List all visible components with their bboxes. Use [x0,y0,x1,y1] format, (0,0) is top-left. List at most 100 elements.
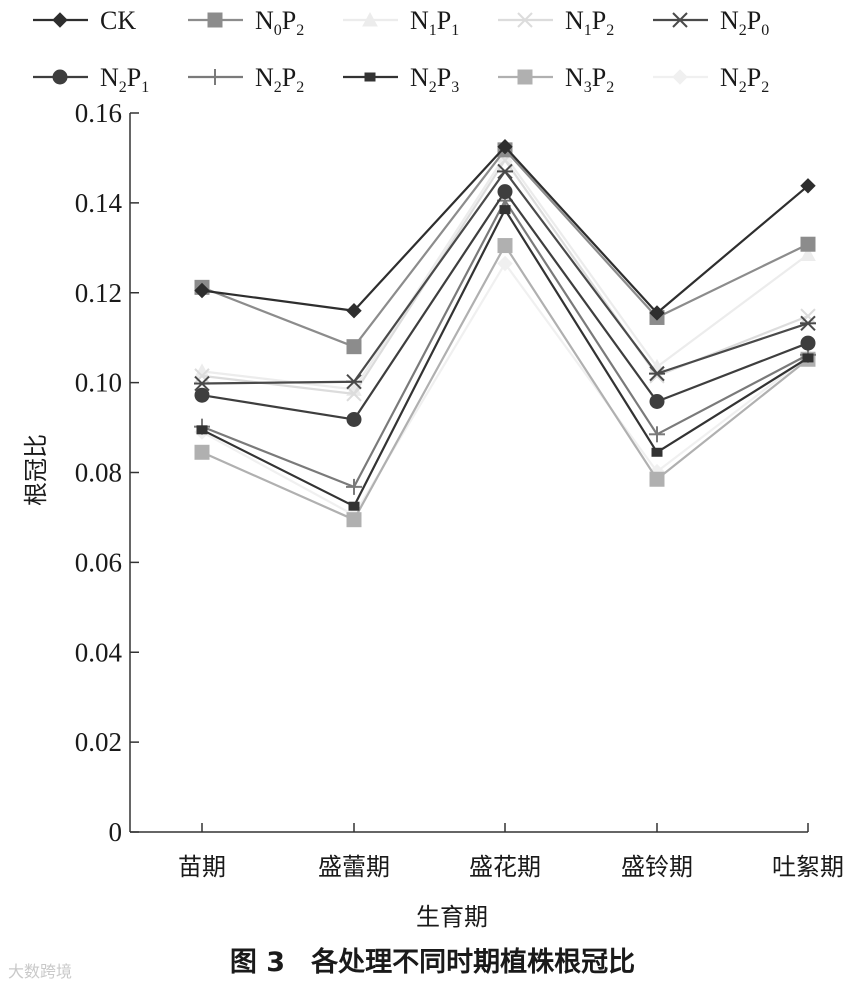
legend-label: CK [100,6,136,35]
y-tick-label: 0.06 [75,547,122,577]
data-point [497,238,513,254]
legend-subscript: 1 [451,22,459,39]
y-tick-label: 0.12 [75,278,122,308]
data-point [802,353,814,363]
y-tick-label: 0.08 [75,458,122,488]
legend-subscript: 2 [274,79,282,96]
legend-label: N1P2 [565,6,614,39]
data-point [800,236,816,252]
watermark: 大数跨境 [8,962,73,981]
data-point [649,426,665,443]
legend-label: N2P1 [100,63,149,96]
series-line [201,190,809,421]
x-tick-label: 盛蕾期 [318,853,390,881]
data-point [651,447,663,457]
legend-text: N [255,63,274,92]
series-N2P2 [194,255,816,523]
legend-label: N2P2 [255,63,304,96]
legend-item-N2P0: N2P0 [653,6,769,39]
legend-subscript: 3 [584,79,592,96]
data-point [649,471,665,487]
data-point [497,255,513,272]
legend-text: P [282,6,296,35]
data-point [362,11,378,27]
data-point [499,205,511,215]
marker-stroke [800,308,816,324]
legend-label: N1P1 [410,6,459,39]
data-point [346,303,362,319]
series-CK [194,138,816,321]
legend-text: CK [100,6,136,35]
marker-stroke [194,368,210,384]
series-N2P2 [194,192,816,495]
legend-label: N2P0 [720,6,769,39]
data-point [194,368,210,384]
legend-item-N2P2: N2P2 [653,63,769,96]
marker-stroke [517,12,533,28]
data-point [649,365,665,382]
legend-text: N [720,63,739,92]
data-point [207,69,223,85]
figure-number: 图 3 [229,947,286,978]
series-N2P1 [194,184,816,427]
data-point [346,411,362,427]
legend-subscript: 2 [606,22,614,39]
legend-subscript: 2 [761,79,769,96]
data-point [800,308,816,324]
legend-label: N3P2 [565,63,614,96]
data-point [346,512,362,528]
series-line [201,262,809,517]
data-point [194,363,210,378]
data-point [800,178,816,194]
legend-text: N [255,6,274,35]
legend-subscript: 2 [296,79,304,96]
legend-subscript: 2 [739,22,747,39]
data-point [800,335,816,351]
figure-caption: 图 3 各处理不同时期植株根冠比 [0,940,865,979]
legend-subscript: 3 [451,79,459,96]
data-point [649,305,665,321]
y-tick-label: 0.16 [75,98,122,128]
legend-text: P [282,63,296,92]
series-layer [194,138,816,528]
legend-text: P [437,63,451,92]
legend-text: P [592,6,606,35]
legend-text: N [720,6,739,35]
y-axis-title: 根冠比 [22,434,50,506]
series-N2P3 [196,205,814,511]
data-point [194,444,210,460]
legend-subscript: 2 [296,22,304,39]
data-point [52,69,68,85]
data-point [800,315,816,332]
legend-item-N2P3: N2P3 [343,63,459,96]
x-tick-label: 盛铃期 [621,853,693,881]
legend-text: N [410,63,429,92]
legend-text: N [565,6,584,35]
legend-subscript: 2 [739,79,747,96]
data-point [497,138,513,155]
legend-item-CK: CK [33,6,136,35]
legend-subscript: 1 [584,22,592,39]
data-point [649,393,665,409]
x-tick-label: 苗期 [178,853,226,881]
series-N2P0 [194,163,816,392]
marker-stroke [346,386,362,402]
figure-caption-text: 各处理不同时期植株根冠比 [311,947,636,978]
data-point [207,12,223,28]
legend-subscript: 1 [429,22,437,39]
legend-item-N2P1: N2P1 [33,63,149,96]
legend-text: N [565,63,584,92]
legend-label: N2P3 [410,63,459,96]
data-point [194,387,210,403]
y-tick-label: 0.02 [75,727,122,757]
data-point [672,12,688,28]
legend-subscript: 0 [274,22,282,39]
data-point [346,478,362,495]
legend-subscript: 1 [141,79,149,96]
x-axis-title: 生育期 [416,903,488,931]
legend-subscript: 2 [429,79,437,96]
legend-subscript: 0 [761,22,769,39]
data-point [517,69,533,85]
data-point [194,282,210,299]
